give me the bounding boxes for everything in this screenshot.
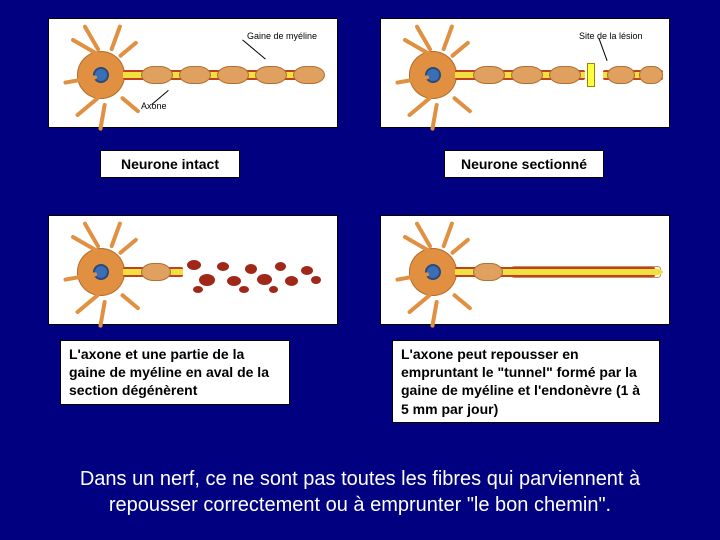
caption-degenerating: L'axone et une partie de la gaine de myé… xyxy=(60,340,290,405)
annot-lesion-label: Site de la lésion xyxy=(579,31,643,41)
annot-arrow-lesion xyxy=(598,38,607,61)
annot-axon-label: Axone xyxy=(141,101,167,111)
panel-intact: Gaine de myéline Axone xyxy=(48,18,338,128)
panel-regrowing xyxy=(380,215,670,325)
myelin-segment xyxy=(141,66,173,84)
lesion-site xyxy=(587,63,595,87)
caption-regrowing: L'axone peut repousser en empruntant le … xyxy=(392,340,660,423)
degeneration-debris xyxy=(187,260,201,270)
annot-myelin-label: Gaine de myéline xyxy=(247,31,317,41)
footer-conclusion: Dans un nerf, ce ne sont pas toutes les … xyxy=(40,466,680,518)
panel-degenerating xyxy=(48,215,338,325)
panel-sectioned: Site de la lésion xyxy=(380,18,670,128)
annot-arrow-myelin xyxy=(242,39,266,59)
title-intact: Neurone intact xyxy=(100,150,240,178)
title-sectioned: Neurone sectionné xyxy=(444,150,604,178)
